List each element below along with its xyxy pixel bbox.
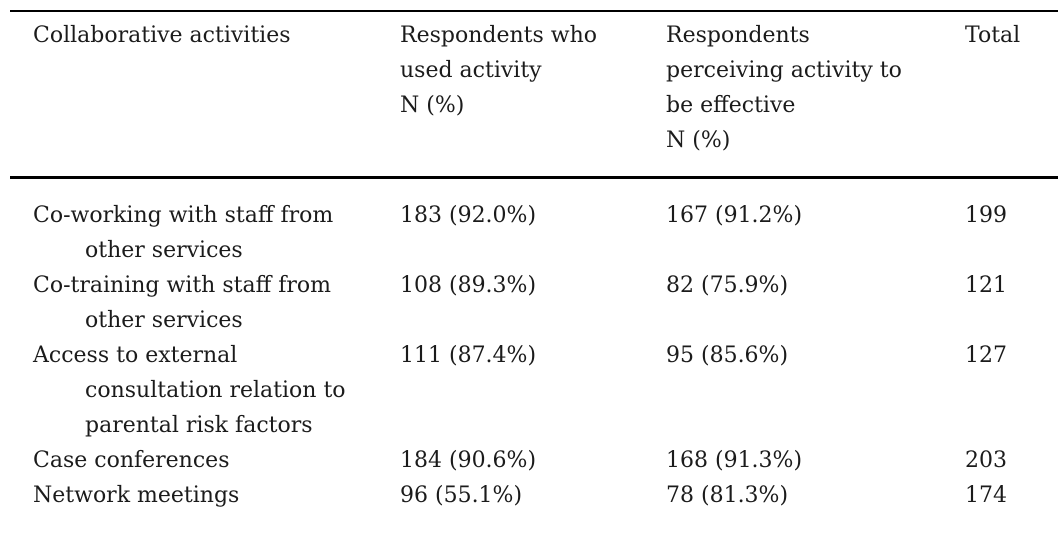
effective-cell: 78 (81.3%) bbox=[666, 483, 789, 508]
effective-cell: 167 (91.2%) bbox=[666, 203, 803, 228]
total-cell: 121 bbox=[965, 273, 1007, 298]
effective-cell: 95 (85.6%) bbox=[666, 343, 789, 368]
collaborative-activities-table: Collaborative activities Respondents who… bbox=[10, 10, 1058, 513]
total-cell: 199 bbox=[965, 203, 1007, 228]
column-header-activities: Collaborative activities bbox=[33, 23, 291, 48]
activity-cell: Access to external consultation relation … bbox=[33, 343, 346, 438]
activity-cell: Co-working with staff from other services bbox=[33, 203, 334, 263]
total-cell: 203 bbox=[965, 448, 1007, 473]
table-row: Co-training with staff from other service… bbox=[10, 268, 1058, 338]
total-cell: 127 bbox=[965, 343, 1007, 368]
column-header-effective: Respondents perceiving activity to be effe… bbox=[666, 23, 902, 153]
activity-cell: Co-training with staff from other service… bbox=[33, 273, 331, 333]
used-cell: 184 (90.6%) bbox=[400, 448, 537, 473]
activity-cell: Case conferences bbox=[33, 448, 230, 473]
header-rule bbox=[10, 176, 1058, 179]
used-cell: 108 (89.3%) bbox=[400, 273, 537, 298]
column-header-total: Total bbox=[965, 23, 1021, 48]
used-cell: 111 (87.4%) bbox=[400, 343, 537, 368]
table-row: Network meetings 96 (55.1%) 78 (81.3%) 1… bbox=[10, 478, 1058, 513]
effective-cell: 168 (91.3%) bbox=[666, 448, 803, 473]
used-cell: 183 (92.0%) bbox=[400, 203, 537, 228]
activity-cell: Network meetings bbox=[33, 483, 240, 508]
effective-cell: 82 (75.9%) bbox=[666, 273, 789, 298]
table-row: Access to external consultation relation … bbox=[10, 338, 1058, 443]
table-row: Case conferences 184 (90.6%) 168 (91.3%)… bbox=[10, 443, 1058, 478]
total-cell: 174 bbox=[965, 483, 1007, 508]
column-header-used: Respondents who used activity N (%) bbox=[400, 23, 598, 118]
top-rule bbox=[10, 10, 1058, 12]
table-row: Co-working with staff from other services… bbox=[10, 198, 1058, 268]
used-cell: 96 (55.1%) bbox=[400, 483, 523, 508]
table-body: Co-working with staff from other services… bbox=[10, 179, 1058, 513]
table-header-row: Collaborative activities Respondents who… bbox=[10, 12, 1058, 176]
